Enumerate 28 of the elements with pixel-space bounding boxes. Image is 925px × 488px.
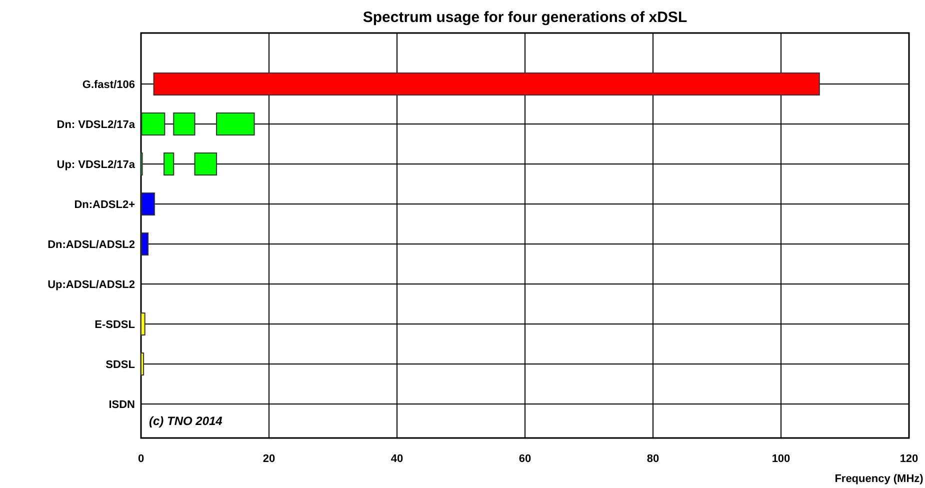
bar bbox=[153, 72, 820, 96]
annotation: (c) TNO 2014 bbox=[149, 414, 223, 428]
bar bbox=[164, 152, 174, 176]
x-tick-label: 0 bbox=[138, 453, 144, 465]
y-tick-label: Dn:ADSL/ADSL2 bbox=[48, 239, 135, 251]
bar bbox=[141, 232, 149, 256]
x-tick-label: 40 bbox=[390, 453, 404, 465]
x-tick-label: 60 bbox=[518, 453, 532, 465]
y-tick-label: Dn: VDSL2/17a bbox=[56, 119, 136, 131]
y-tick-label: E-SDSL bbox=[94, 319, 136, 331]
x-tick-label: 100 bbox=[772, 453, 790, 465]
x-axis-title: Frequency (MHz) bbox=[834, 473, 924, 485]
y-tick-label: Dn:ADSL2+ bbox=[74, 199, 135, 211]
bar bbox=[141, 192, 155, 216]
y-tick-label: Up:ADSL/ADSL2 bbox=[48, 279, 135, 291]
bar bbox=[194, 152, 218, 176]
x-tick-label: 120 bbox=[900, 453, 918, 465]
chart-title: Spectrum usage for four generations of xDSL bbox=[362, 9, 688, 26]
y-tick-label: G.fast/106 bbox=[82, 79, 135, 91]
x-tick-label: 20 bbox=[262, 453, 276, 465]
bar bbox=[216, 112, 255, 136]
y-tick-label: SDSL bbox=[106, 359, 136, 371]
bar bbox=[173, 112, 196, 136]
bar bbox=[140, 312, 146, 336]
y-tick-label: ISDN bbox=[108, 399, 136, 411]
y-tick-label: Up: VDSL2/17a bbox=[56, 159, 136, 171]
x-tick-label: 80 bbox=[646, 453, 660, 465]
bar bbox=[140, 352, 144, 376]
